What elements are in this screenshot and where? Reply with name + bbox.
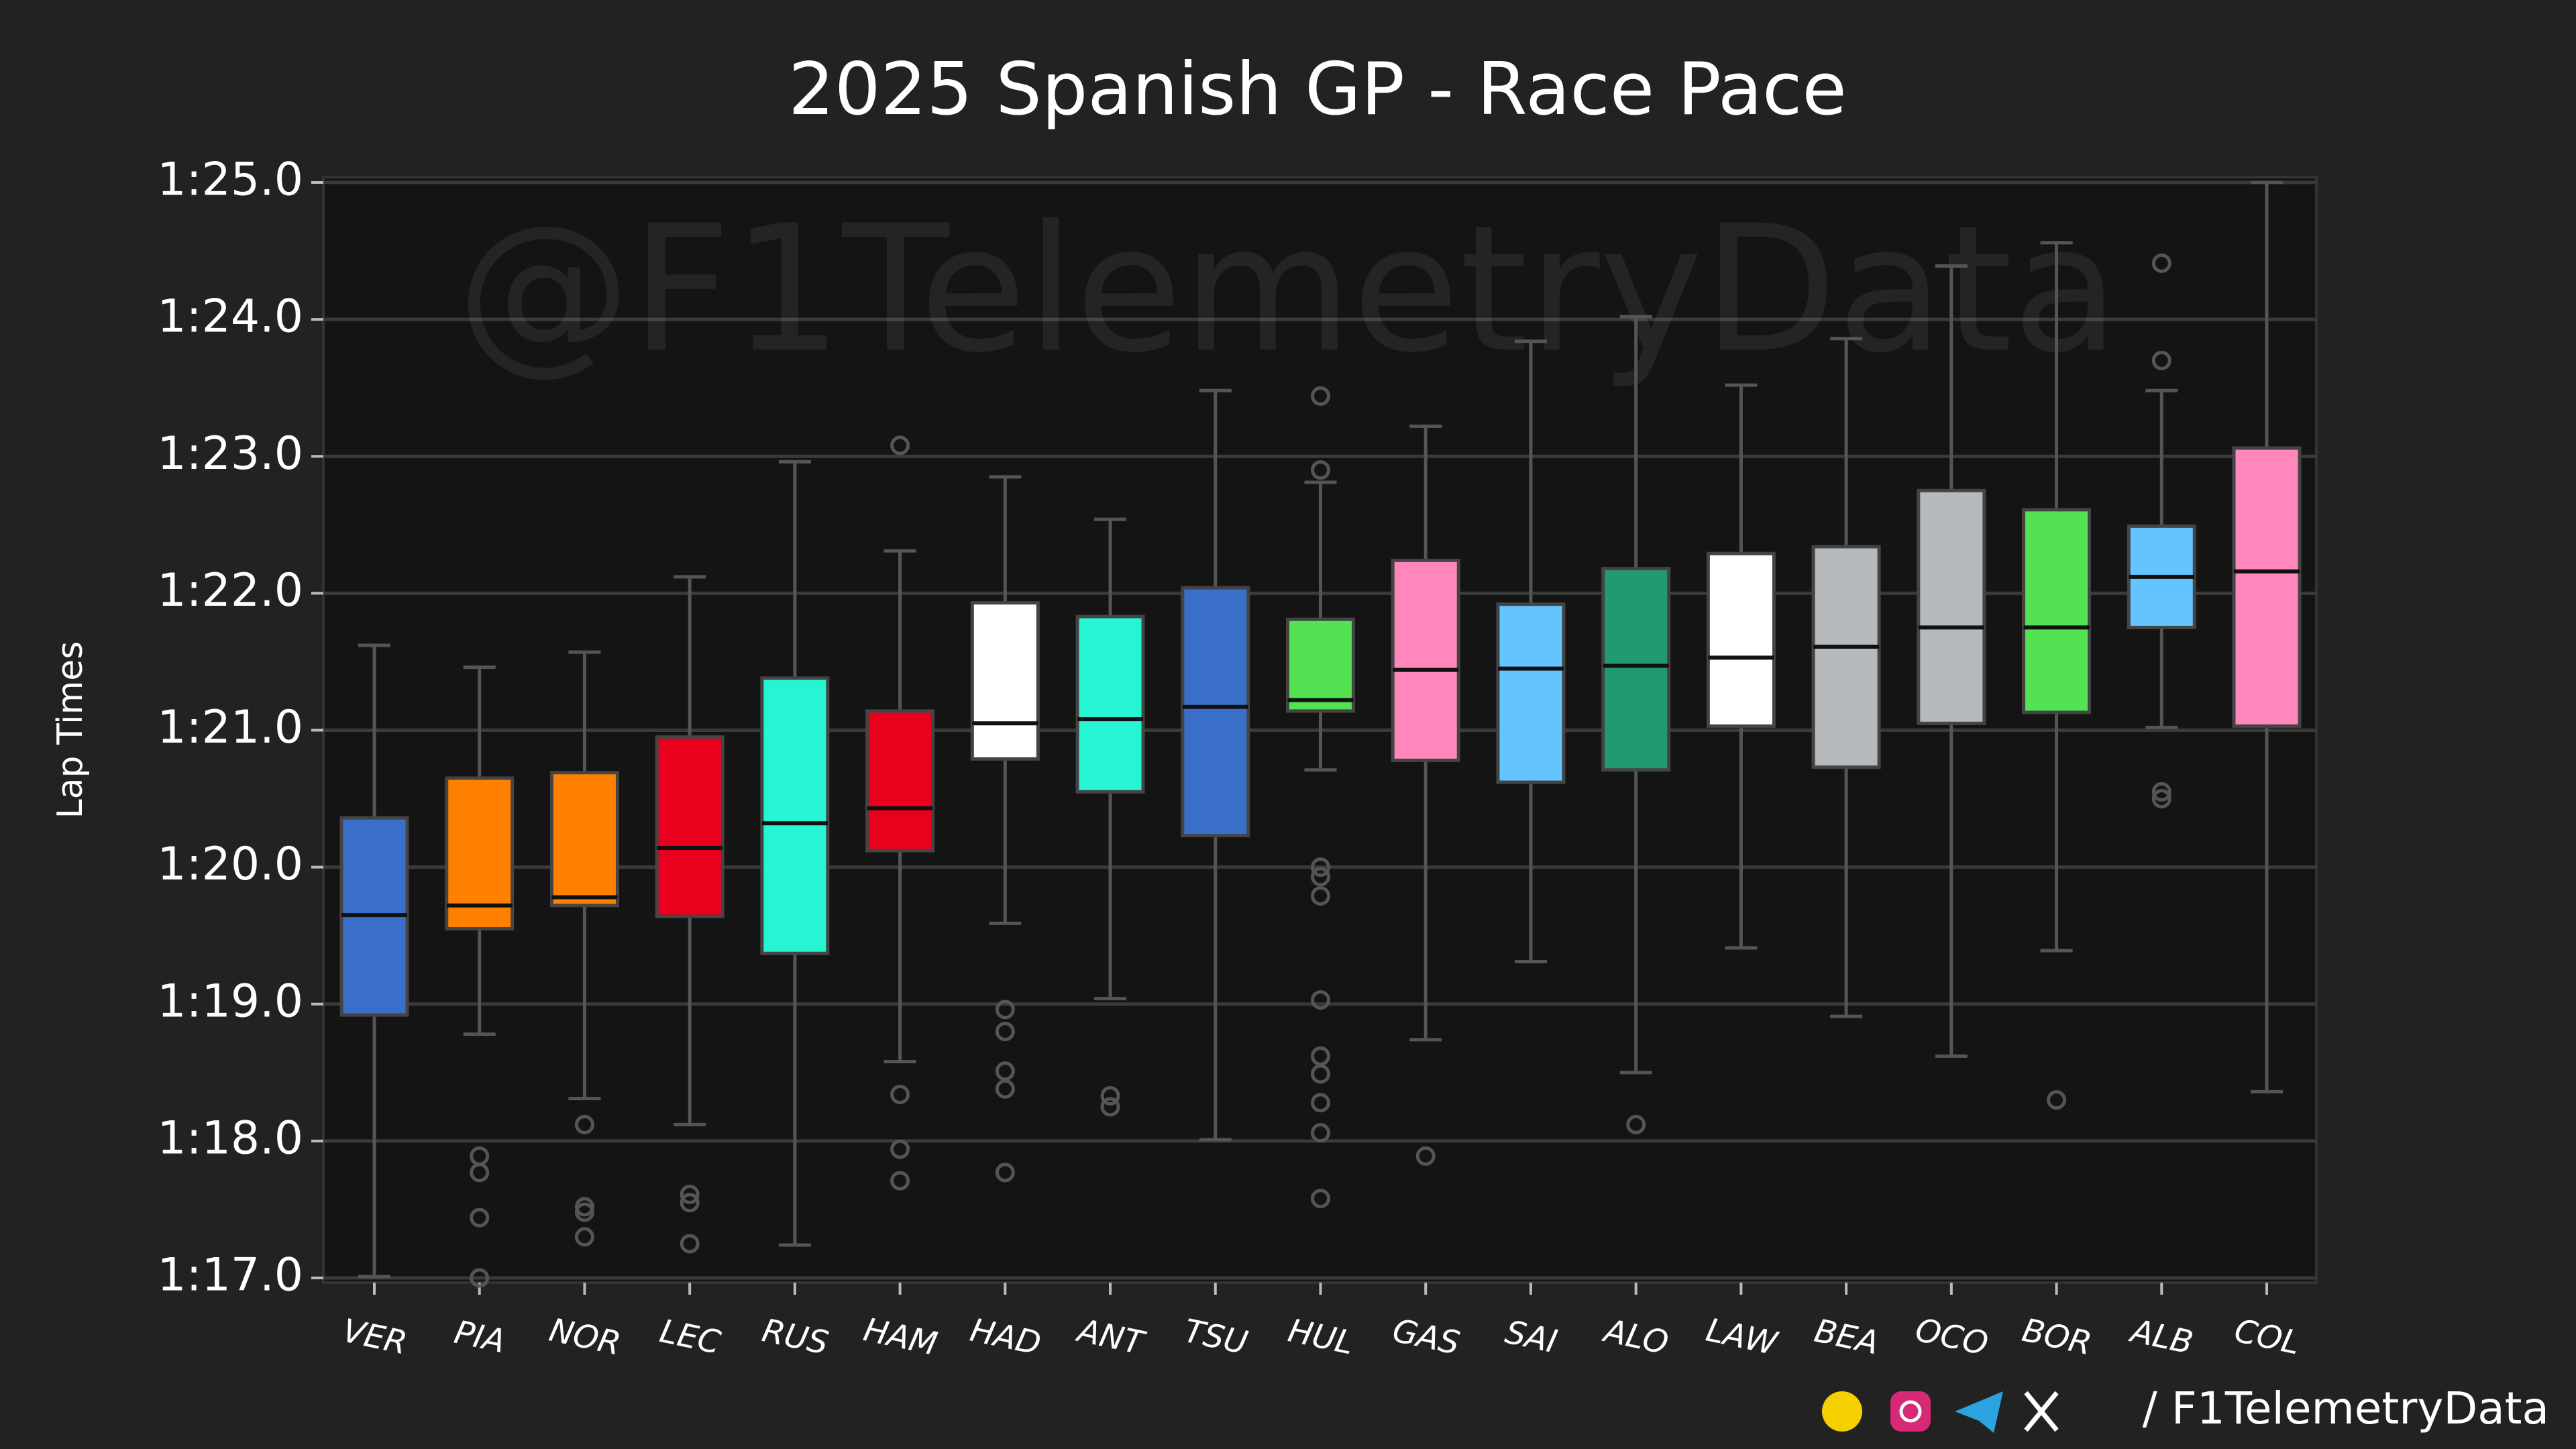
y-tick-label: 1:25.0	[157, 154, 303, 207]
outlier	[574, 1202, 594, 1222]
y-tick-label: 1:19.0	[157, 975, 303, 1028]
outlier	[2151, 789, 2171, 809]
box	[1075, 614, 1145, 794]
outlier	[470, 1163, 490, 1183]
box	[1917, 488, 1986, 725]
icon	[1955, 1391, 2003, 1433]
y-tick-label: 1:22.0	[157, 564, 303, 617]
box	[2022, 508, 2092, 714]
box	[970, 601, 1040, 761]
outlier	[574, 1227, 594, 1247]
outlier	[1311, 857, 1330, 877]
outlier	[2151, 350, 2171, 370]
outlier	[995, 1079, 1015, 1099]
outlier	[2047, 1090, 2067, 1110]
icon	[1899, 1400, 1922, 1423]
box	[1181, 586, 1250, 838]
box	[1811, 545, 1881, 769]
outlier	[1311, 460, 1330, 480]
y-tick-label: 1:21.0	[157, 701, 303, 754]
icon	[1822, 1391, 1862, 1432]
box	[549, 771, 619, 908]
outlier	[2151, 253, 2171, 273]
outlier	[574, 1197, 594, 1217]
outlier	[1311, 1064, 1330, 1084]
outlier	[680, 1234, 700, 1254]
outlier	[995, 1061, 1015, 1081]
box	[2232, 446, 2302, 728]
footer-icons	[1822, 1391, 2059, 1433]
y-tick-label: 1:23.0	[157, 427, 303, 480]
outlier	[680, 1193, 700, 1213]
box	[760, 676, 830, 955]
chart-title: 2025 Spanish GP - Race Pace	[788, 48, 1847, 131]
outlier	[1100, 1086, 1120, 1106]
outlier	[995, 1000, 1015, 1020]
outlier	[890, 1171, 910, 1191]
outlier	[1626, 1114, 1646, 1134]
outlier	[1311, 1123, 1330, 1143]
y-tick-label: 1:24.0	[157, 290, 303, 343]
box	[1706, 551, 1776, 728]
outlier	[2151, 782, 2171, 802]
outlier	[1415, 1146, 1436, 1166]
outlier	[1100, 1097, 1120, 1117]
watermark: @F1TelemetryData	[457, 189, 2120, 391]
y-tick-label: 1:18.0	[157, 1112, 303, 1165]
y-tick-label: 1:20.0	[157, 838, 303, 891]
outlier	[995, 1022, 1015, 1042]
box	[865, 709, 935, 853]
outlier	[470, 1208, 490, 1228]
outlier	[1311, 1189, 1330, 1209]
outlier	[470, 1268, 490, 1288]
box	[1601, 567, 1671, 772]
outlier	[890, 1139, 910, 1159]
outlier	[1311, 867, 1330, 887]
y-axis-label: Lap Times	[50, 641, 91, 819]
box	[1391, 558, 1460, 762]
outlier	[995, 1163, 1015, 1183]
outlier	[1311, 1093, 1330, 1113]
footer-handle: / F1TelemetryData	[2143, 1383, 2549, 1434]
box	[1286, 617, 1355, 713]
outlier	[1311, 990, 1330, 1010]
icon	[1890, 1391, 1931, 1432]
outlier	[1311, 386, 1330, 406]
outlier	[574, 1114, 594, 1134]
box	[655, 735, 724, 918]
icon	[2024, 1391, 2059, 1432]
box	[1496, 602, 1566, 784]
outlier	[680, 1184, 700, 1204]
outlier	[890, 435, 910, 455]
y-tick-label: 1:17.0	[157, 1249, 303, 1302]
outlier	[1311, 885, 1330, 906]
outlier	[1311, 1046, 1330, 1066]
outlier	[890, 1084, 910, 1104]
